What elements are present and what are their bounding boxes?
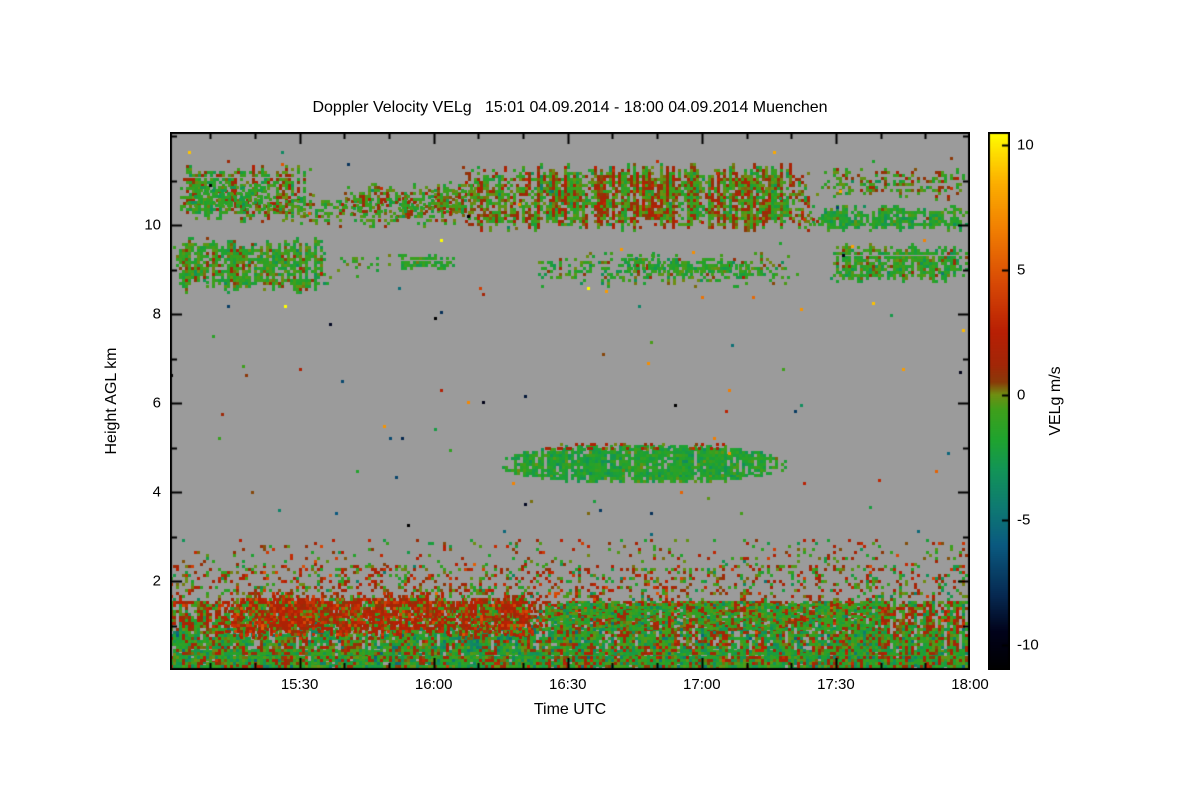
x-tick-label: 15:30 — [280, 676, 319, 693]
y-axis-label: Height AGL km — [103, 347, 120, 455]
y-tick-label: 8 — [152, 305, 161, 323]
colorbar-tick-label: -10 — [1017, 636, 1039, 654]
y-tick-label: 6 — [152, 394, 161, 412]
y-tick-label: 2 — [152, 572, 161, 590]
velocity-heatmap-canvas — [170, 132, 970, 670]
x-tick-label: 17:00 — [683, 676, 721, 693]
chart-title: Doppler Velocity VELg 15:01 04.09.2014 -… — [312, 99, 828, 116]
colorbar-tick-label: -5 — [1017, 511, 1031, 529]
colorbar-tick-label: 10 — [1017, 136, 1034, 153]
x-axis-label: Time UTC — [533, 701, 607, 718]
x-tick-label: 16:30 — [548, 676, 587, 693]
colorbar-tick-label: 0 — [1017, 386, 1026, 404]
y-tick-label: 10 — [144, 216, 161, 234]
colorbar-tick-label: 5 — [1017, 261, 1026, 279]
y-tick-label: 4 — [152, 483, 161, 501]
colorbar-label: VELg m/s — [1047, 366, 1064, 436]
colorbar-canvas — [988, 132, 1010, 670]
x-tick-label: 16:00 — [414, 676, 453, 693]
x-tick-label: 17:30 — [817, 676, 855, 693]
x-tick-label: 18:00 — [951, 676, 989, 693]
